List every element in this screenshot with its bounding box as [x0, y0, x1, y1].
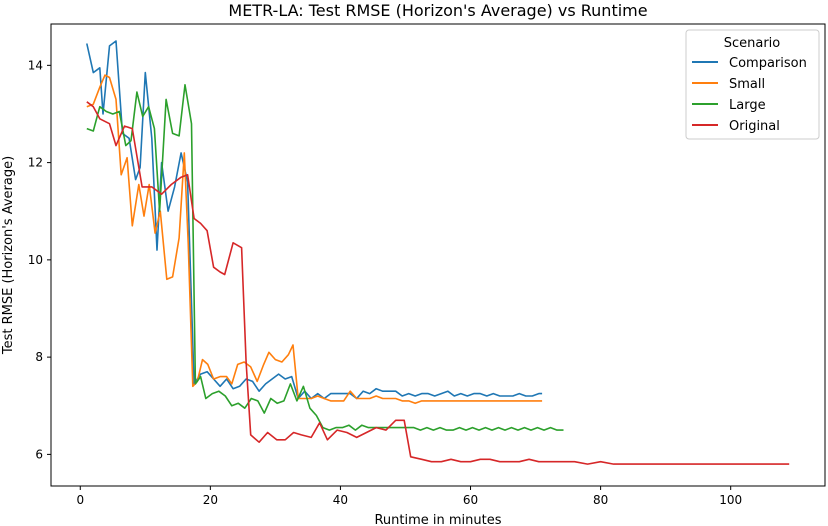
x-tick-label: 20: [203, 493, 218, 507]
series-line-original: [86, 101, 790, 465]
legend-label-large: Large: [729, 98, 766, 113]
series-line-large: [86, 84, 564, 431]
y-tick-label: 10: [28, 253, 43, 267]
chart-title: METR-LA: Test RMSE (Horizon's Average) v…: [228, 1, 647, 20]
x-tick-label: 100: [719, 493, 742, 507]
y-tick-label: 8: [35, 350, 43, 364]
y-tick-label: 14: [28, 58, 43, 72]
series-layer: [86, 40, 790, 465]
x-tick-label: 80: [593, 493, 608, 507]
x-axis-label: Runtime in minutes: [374, 513, 501, 526]
y-axis-label: Test RMSE (Horizon's Average): [1, 156, 16, 355]
series-line-small: [86, 74, 543, 405]
y-tick-label: 12: [28, 156, 43, 170]
x-tick-label: 40: [333, 493, 348, 507]
y-axis: 6 8 10 12 14: [28, 58, 51, 461]
legend-title: Scenario: [724, 36, 781, 51]
y-tick-label: 6: [35, 447, 43, 461]
legend: Scenario Comparison Small Large Original: [685, 29, 820, 140]
legend-label-original: Original: [729, 119, 780, 134]
x-tick-label: 60: [463, 493, 478, 507]
x-axis: 0 20 40 60 80 100: [76, 486, 742, 507]
legend-entries: Comparison Small Large Original: [692, 56, 807, 134]
legend-label-comparison: Comparison: [729, 56, 807, 71]
legend-label-small: Small: [729, 77, 765, 92]
x-tick-label: 0: [76, 493, 84, 507]
legend-box: [685, 29, 820, 140]
